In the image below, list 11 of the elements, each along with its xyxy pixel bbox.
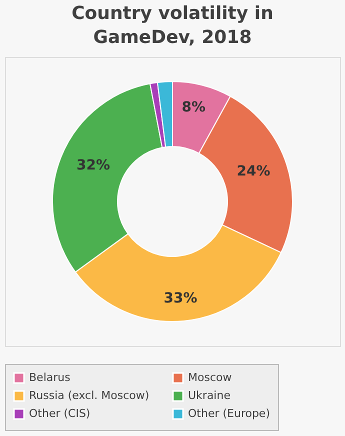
data-label: 33% xyxy=(164,290,198,306)
legend-label: Russia (excl. Moscow) xyxy=(29,389,150,402)
data-label: 32% xyxy=(76,158,110,174)
legend-label: Other (CIS) xyxy=(29,407,90,420)
legend-label: Belarus xyxy=(29,371,71,384)
data-label: 8% xyxy=(182,99,206,116)
legend-label: Other (Europe) xyxy=(188,407,270,420)
data-label: 24% xyxy=(236,163,270,180)
legend-label: Ukraine xyxy=(188,389,231,402)
legend-label: Moscow xyxy=(188,371,232,384)
chart-title: Country volatility in GameDev, 2018 xyxy=(72,3,274,48)
